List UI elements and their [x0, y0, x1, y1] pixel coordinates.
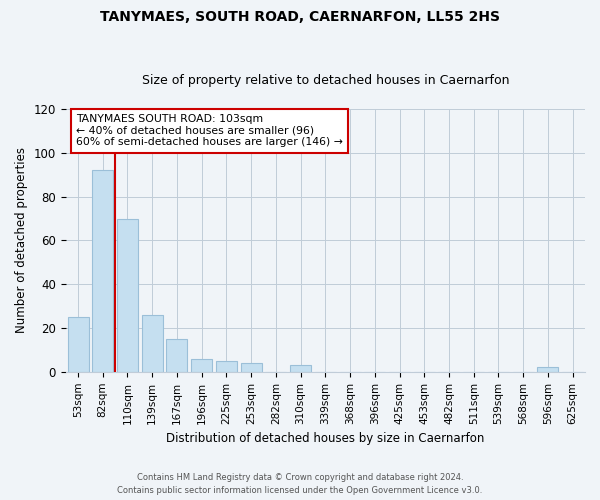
Bar — [538, 368, 559, 372]
Bar — [166, 339, 187, 372]
Text: TANYMAES, SOUTH ROAD, CAERNARFON, LL55 2HS: TANYMAES, SOUTH ROAD, CAERNARFON, LL55 2… — [100, 10, 500, 24]
Bar — [216, 361, 237, 372]
Bar — [68, 317, 89, 372]
Bar — [290, 365, 311, 372]
Bar — [117, 218, 138, 372]
Text: TANYMAES SOUTH ROAD: 103sqm
← 40% of detached houses are smaller (96)
60% of sem: TANYMAES SOUTH ROAD: 103sqm ← 40% of det… — [76, 114, 343, 148]
Bar — [241, 363, 262, 372]
Y-axis label: Number of detached properties: Number of detached properties — [15, 148, 28, 334]
Text: Contains HM Land Registry data © Crown copyright and database right 2024.
Contai: Contains HM Land Registry data © Crown c… — [118, 474, 482, 495]
Title: Size of property relative to detached houses in Caernarfon: Size of property relative to detached ho… — [142, 74, 509, 87]
X-axis label: Distribution of detached houses by size in Caernarfon: Distribution of detached houses by size … — [166, 432, 485, 445]
Bar — [191, 358, 212, 372]
Bar — [142, 315, 163, 372]
Bar — [92, 170, 113, 372]
